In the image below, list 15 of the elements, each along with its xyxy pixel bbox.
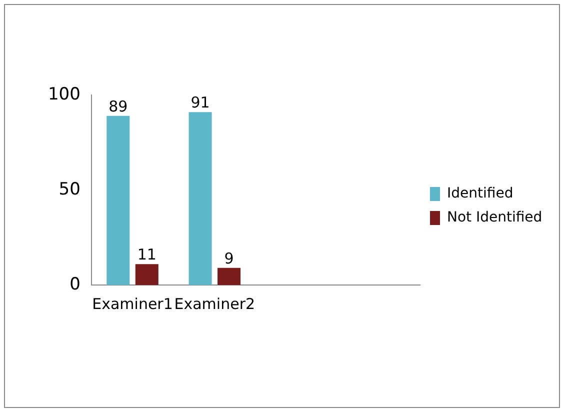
bar [135, 264, 158, 285]
legend-label: Not Identified [447, 210, 542, 226]
x-tick-label: Examiner2 [174, 294, 256, 313]
data-label: 89 [108, 97, 128, 116]
data-label: 11 [137, 245, 156, 264]
bar [218, 268, 241, 285]
y-tick-label: 0 [70, 274, 80, 294]
legend-label: Identified [447, 186, 514, 202]
data-label: 9 [224, 249, 234, 268]
x-tick-label: Examiner1 [92, 294, 173, 313]
data-label: 91 [190, 93, 210, 112]
bar [106, 116, 130, 285]
bar [188, 112, 212, 285]
y-tick-label: 50 [58, 179, 80, 200]
y-tick-label: 100 [48, 84, 80, 104]
